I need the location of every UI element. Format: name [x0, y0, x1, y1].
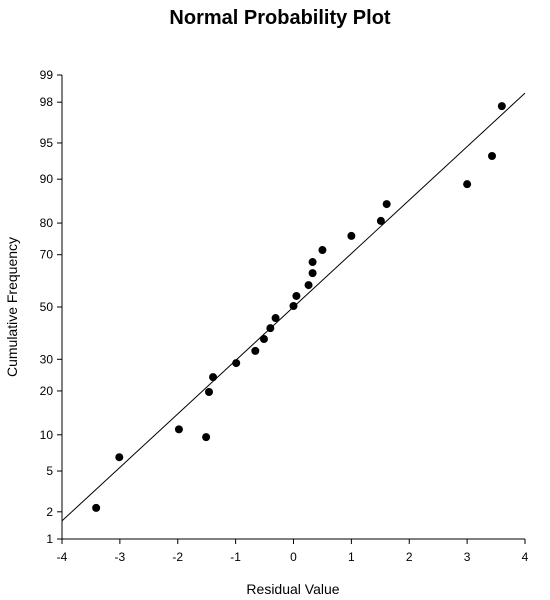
- y-tick-label: 50: [40, 300, 54, 314]
- point: [202, 433, 211, 442]
- x-tick-label: -2: [172, 550, 183, 564]
- point: [205, 388, 214, 397]
- point: [382, 200, 391, 209]
- x-tick-label: -3: [115, 550, 126, 564]
- point: [318, 246, 327, 255]
- point: [304, 281, 313, 290]
- x-tick-label: -4: [57, 550, 68, 564]
- y-tick-label: 70: [40, 248, 54, 262]
- point: [232, 359, 241, 368]
- point: [209, 373, 218, 382]
- x-tick-label: 2: [406, 550, 413, 564]
- y-tick-label: 99: [40, 68, 54, 82]
- y-tick-label: 95: [40, 136, 54, 150]
- chart-title: Normal Probability Plot: [169, 7, 390, 29]
- point: [266, 324, 275, 333]
- y-tick-label: 20: [40, 384, 54, 398]
- point: [497, 102, 506, 111]
- x-tick-label: 3: [464, 550, 471, 564]
- y-tick-label: 10: [40, 428, 54, 442]
- point: [376, 216, 385, 225]
- y-tick-label: 2: [46, 505, 53, 519]
- x-axis-label: Residual Value: [246, 581, 339, 597]
- point: [292, 291, 301, 300]
- point: [259, 335, 268, 344]
- point: [115, 453, 124, 462]
- x-tick-label: 0: [290, 550, 297, 564]
- y-tick-label: 5: [46, 464, 53, 478]
- y-tick-label: 98: [40, 95, 54, 109]
- point: [488, 152, 497, 161]
- x-tick-label: 4: [522, 550, 529, 564]
- y-axis-label: Cumulative Frequency: [4, 237, 20, 377]
- y-tick-label: 80: [40, 216, 54, 230]
- point: [92, 503, 101, 512]
- point: [308, 258, 317, 267]
- point: [251, 346, 260, 355]
- point: [174, 425, 183, 434]
- x-tick-label: -1: [230, 550, 241, 564]
- y-tick-label: 1: [46, 532, 53, 546]
- point: [347, 231, 356, 240]
- point: [308, 269, 317, 278]
- y-tick-label: 30: [40, 352, 54, 366]
- x-tick-label: 1: [348, 550, 355, 564]
- point: [463, 180, 472, 189]
- y-tick-label: 90: [40, 172, 54, 186]
- point: [289, 302, 298, 311]
- point: [271, 314, 280, 323]
